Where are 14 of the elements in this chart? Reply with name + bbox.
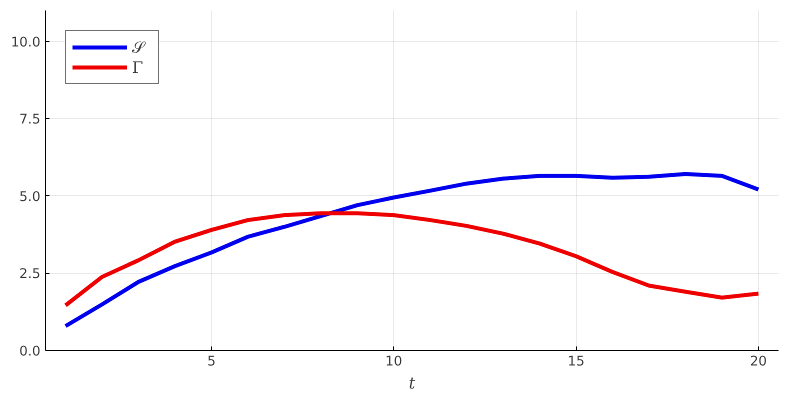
line-series: [64, 211, 760, 308]
y-tick-label: 2.5: [19, 267, 41, 282]
y-tick-label: 10.0: [10, 35, 41, 50]
line-series: [64, 172, 760, 328]
x-axis-title: t: [408, 374, 416, 392]
legend-label: Γ: [132, 58, 144, 76]
x-tick-label: 20: [750, 354, 767, 370]
x-tick-label: 5: [207, 354, 216, 370]
x-tick-label: 15: [568, 354, 585, 370]
y-tick-label: 5.0: [19, 190, 41, 205]
y-tick-label: 7.5: [19, 112, 41, 128]
y-tick-label: 0.0: [19, 344, 41, 360]
x-tick-label: 10: [385, 354, 402, 370]
legend-label: 𝒮: [132, 38, 147, 56]
